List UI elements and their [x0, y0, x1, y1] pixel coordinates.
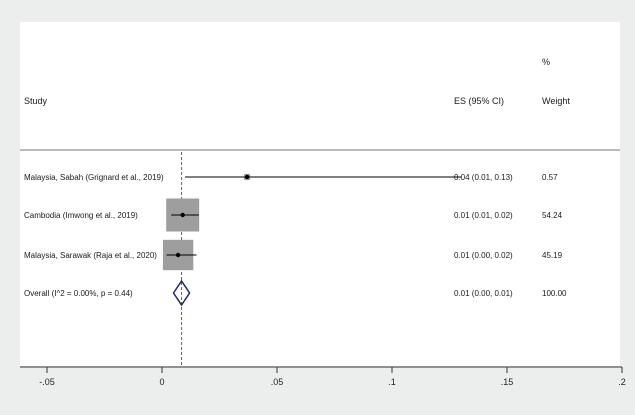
study-es-1: 0.04 (0.01, 0.13) [454, 173, 513, 182]
study-es-2: 0.01 (0.01, 0.02) [454, 211, 513, 220]
x-tick-label-5: .15 [501, 377, 514, 387]
study-label-3: Malaysia, Sarawak (Raja et al., 2020) [24, 251, 157, 260]
x-tick-label-2: 0 [159, 377, 164, 387]
study-label-2: Cambodia (Imwong et al., 2019) [24, 211, 138, 220]
study-column-header: Study [24, 96, 48, 106]
es-column-header: ES (95% CI) [454, 96, 505, 106]
overall-es: 0.01 (0.00, 0.01) [454, 289, 513, 298]
plot-panel [20, 22, 620, 366]
overall-diamond [172, 279, 191, 307]
point-estimate-2 [180, 212, 185, 218]
weight-column-header: Weight [542, 96, 570, 106]
point-estimate-3 [175, 252, 181, 258]
study-es-3: 0.01 (0.00, 0.02) [454, 251, 513, 260]
point-estimate-1 [244, 174, 250, 180]
x-tick-label-1: -.05 [39, 377, 55, 387]
study-weight-2: 54.24 [542, 211, 563, 220]
study-weight-3: 45.19 [542, 251, 563, 260]
weight-percent-header: % [542, 57, 551, 67]
x-tick-label-3: .05 [271, 377, 284, 387]
x-tick-label-6: .2 [618, 377, 626, 387]
study-label-1: Malaysia, Sabah (Grignard et al., 2019) [24, 173, 164, 182]
overall-label: Overall (I^2 = 0.00%, p = 0.44) [24, 289, 133, 298]
x-tick-label-4: .1 [388, 377, 396, 387]
overall-weight: 100.00 [542, 289, 567, 298]
study-weight-1: 0.57 [542, 173, 558, 182]
